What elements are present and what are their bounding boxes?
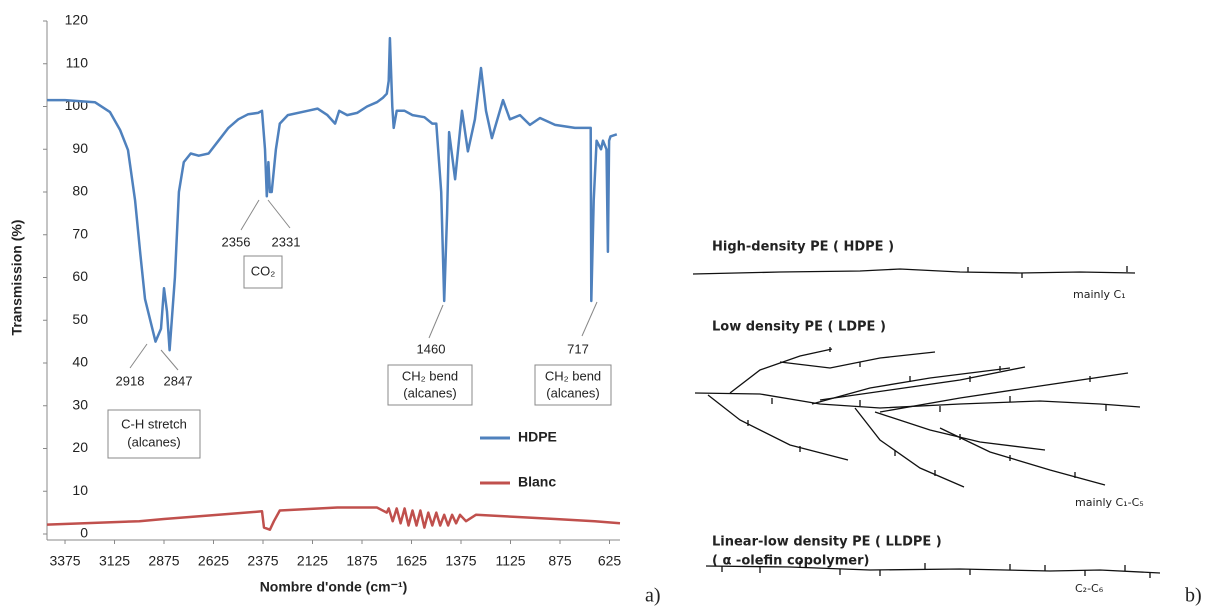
x-tick-label: 2875 — [148, 553, 179, 569]
panel-label: b) — [1185, 585, 1202, 607]
diagram-note: mainly C₁-C₅ — [1075, 496, 1144, 509]
annotation: 1460 — [417, 341, 446, 356]
x-tick-label: 3375 — [49, 553, 80, 569]
x-tick-label: 1625 — [396, 553, 427, 569]
chain-branch — [721, 561, 1151, 578]
y-tick-label: 110 — [66, 54, 89, 70]
y-tick-label: 20 — [72, 439, 88, 455]
x-tick-label: 3125 — [99, 553, 130, 569]
x-axis-label: Nombre d'onde (cm⁻¹) — [260, 579, 408, 595]
lldpe-chain — [705, 565, 1161, 574]
y-tick-label: 120 — [65, 12, 89, 28]
annotation: (alcanes) — [127, 434, 180, 449]
y-tick-label: 40 — [72, 354, 88, 370]
x-tick-label: 625 — [598, 553, 622, 569]
annotation: (alcanes) — [546, 385, 599, 400]
y-tick-label: 90 — [72, 140, 88, 156]
y-axis-label: Transmission (%) — [9, 220, 25, 336]
annotation: CH₂ bend — [545, 368, 601, 383]
x-tick-label: 875 — [548, 553, 572, 569]
y-tick-label: 30 — [72, 396, 88, 412]
y-tick-label: 70 — [72, 225, 88, 241]
y-tick-label: 0 — [80, 525, 88, 541]
annotation: (alcanes) — [403, 385, 456, 400]
x-tick-label: 1125 — [495, 553, 525, 569]
annotation: 2356 — [222, 234, 251, 249]
data-line — [47, 36, 618, 352]
x-tick-label: 2125 — [297, 553, 328, 569]
annotation-shapes — [107, 199, 612, 459]
diagram-title: Low density PE ( LDPE ) — [712, 320, 886, 335]
x-tick-label: 2375 — [247, 553, 278, 569]
y-tick-label: 50 — [72, 311, 88, 327]
y-tick-label: 80 — [72, 183, 88, 199]
diagram-note: mainly C₁ — [1073, 288, 1126, 301]
annotation: CO₂ — [251, 263, 276, 278]
x-tick-label: 2625 — [198, 553, 229, 569]
panel-label: a) — [645, 585, 661, 607]
y-tick-label: 10 — [72, 482, 88, 498]
hdpe-chain — [692, 268, 1136, 275]
ldpe-chains — [694, 347, 1141, 488]
diagram-title: High-density PE ( HDPE ) — [712, 240, 894, 255]
annotation: C-H stretch — [121, 416, 187, 431]
annotation: 2918 — [116, 373, 145, 388]
x-tick-label: 1875 — [346, 553, 377, 569]
diagram-note: C₂-C₆ — [1075, 582, 1104, 595]
legend-label: Blanc — [518, 474, 556, 490]
diagram-title: Linear-low density PE ( LLDPE ) — [712, 535, 942, 550]
annotation: 2331 — [272, 234, 301, 249]
x-tick-label: 1375 — [445, 553, 476, 569]
annotation: 2847 — [164, 373, 193, 388]
annotation: CH₂ bend — [402, 368, 458, 383]
legend-label: HDPE — [518, 429, 557, 445]
diagram-subtitle: ( α -olefin copolymer) — [712, 554, 869, 569]
annotation: 717 — [567, 341, 589, 356]
y-tick-label: 60 — [72, 268, 88, 284]
data-line — [46, 506, 621, 531]
chain-branch — [967, 266, 1128, 278]
